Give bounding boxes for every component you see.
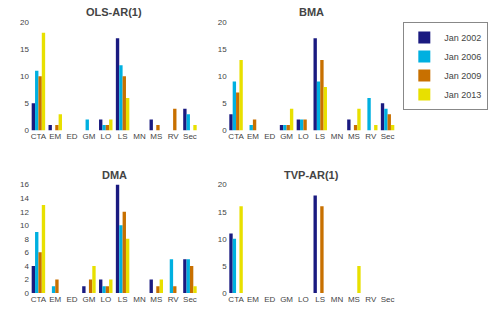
svg-text:Sec: Sec bbox=[183, 132, 197, 141]
svg-text:ED: ED bbox=[264, 132, 275, 141]
svg-text:CTA: CTA bbox=[228, 132, 244, 141]
svg-text:10: 10 bbox=[218, 72, 227, 81]
svg-text:Jan 2002: Jan 2002 bbox=[444, 33, 481, 43]
svg-text:10: 10 bbox=[20, 221, 29, 230]
svg-text:20: 20 bbox=[218, 18, 227, 27]
svg-text:LO: LO bbox=[298, 295, 309, 304]
svg-text:15: 15 bbox=[218, 45, 227, 54]
svg-text:CTA: CTA bbox=[31, 132, 47, 141]
svg-text:Jan 2006: Jan 2006 bbox=[444, 52, 481, 62]
svg-text:RV: RV bbox=[168, 295, 180, 304]
svg-text:EM: EM bbox=[49, 295, 61, 304]
svg-text:RV: RV bbox=[168, 132, 180, 141]
svg-text:16: 16 bbox=[20, 180, 29, 189]
svg-text:LS: LS bbox=[315, 295, 325, 304]
svg-text:OLS-AR(1): OLS-AR(1) bbox=[86, 6, 142, 18]
svg-text:2: 2 bbox=[25, 275, 30, 284]
svg-text:LS: LS bbox=[118, 295, 128, 304]
svg-text:20: 20 bbox=[218, 180, 227, 189]
svg-text:GM: GM bbox=[82, 132, 95, 141]
svg-text:15: 15 bbox=[218, 208, 227, 217]
svg-text:MN: MN bbox=[331, 132, 344, 141]
svg-text:CTA: CTA bbox=[31, 295, 47, 304]
svg-text:5: 5 bbox=[222, 99, 227, 108]
svg-text:LS: LS bbox=[118, 132, 128, 141]
svg-text:5: 5 bbox=[25, 99, 30, 108]
svg-text:4: 4 bbox=[25, 262, 30, 271]
svg-text:0: 0 bbox=[222, 126, 227, 135]
svg-text:LO: LO bbox=[100, 295, 111, 304]
svg-text:GM: GM bbox=[280, 295, 293, 304]
svg-text:CTA: CTA bbox=[228, 295, 244, 304]
svg-text:MS: MS bbox=[348, 295, 360, 304]
svg-text:DMA: DMA bbox=[102, 169, 127, 181]
svg-text:0: 0 bbox=[25, 289, 30, 298]
svg-text:MN: MN bbox=[331, 295, 344, 304]
svg-text:Jan 2009: Jan 2009 bbox=[444, 71, 481, 81]
svg-text:BMA: BMA bbox=[299, 6, 324, 18]
svg-text:6: 6 bbox=[25, 248, 30, 257]
svg-text:20: 20 bbox=[20, 18, 29, 27]
svg-text:8: 8 bbox=[25, 235, 30, 244]
svg-text:GM: GM bbox=[82, 295, 95, 304]
svg-text:ED: ED bbox=[67, 295, 78, 304]
svg-text:Jan 2013: Jan 2013 bbox=[444, 90, 481, 100]
svg-text:0: 0 bbox=[25, 126, 30, 135]
svg-text:15: 15 bbox=[20, 45, 29, 54]
svg-text:MN: MN bbox=[133, 295, 146, 304]
svg-text:GM: GM bbox=[280, 132, 293, 141]
svg-text:Sec: Sec bbox=[183, 295, 197, 304]
svg-text:EM: EM bbox=[247, 295, 259, 304]
svg-text:RV: RV bbox=[365, 295, 377, 304]
svg-text:ED: ED bbox=[67, 132, 78, 141]
svg-text:Sec: Sec bbox=[381, 295, 395, 304]
svg-text:0: 0 bbox=[222, 289, 227, 298]
svg-text:12: 12 bbox=[20, 208, 29, 217]
svg-text:MS: MS bbox=[150, 295, 162, 304]
svg-text:5: 5 bbox=[222, 262, 227, 271]
svg-text:MN: MN bbox=[133, 132, 146, 141]
svg-text:LO: LO bbox=[298, 132, 309, 141]
svg-text:Sec: Sec bbox=[381, 132, 395, 141]
svg-text:MS: MS bbox=[150, 132, 162, 141]
svg-text:10: 10 bbox=[218, 235, 227, 244]
svg-text:TVP-AR(1): TVP-AR(1) bbox=[284, 169, 339, 181]
svg-text:EM: EM bbox=[247, 132, 259, 141]
svg-text:14: 14 bbox=[20, 194, 29, 203]
svg-text:LO: LO bbox=[100, 132, 111, 141]
svg-text:MS: MS bbox=[348, 132, 360, 141]
svg-text:RV: RV bbox=[365, 132, 377, 141]
svg-text:EM: EM bbox=[49, 132, 61, 141]
svg-text:10: 10 bbox=[20, 72, 29, 81]
svg-text:LS: LS bbox=[315, 132, 325, 141]
svg-text:ED: ED bbox=[264, 295, 275, 304]
